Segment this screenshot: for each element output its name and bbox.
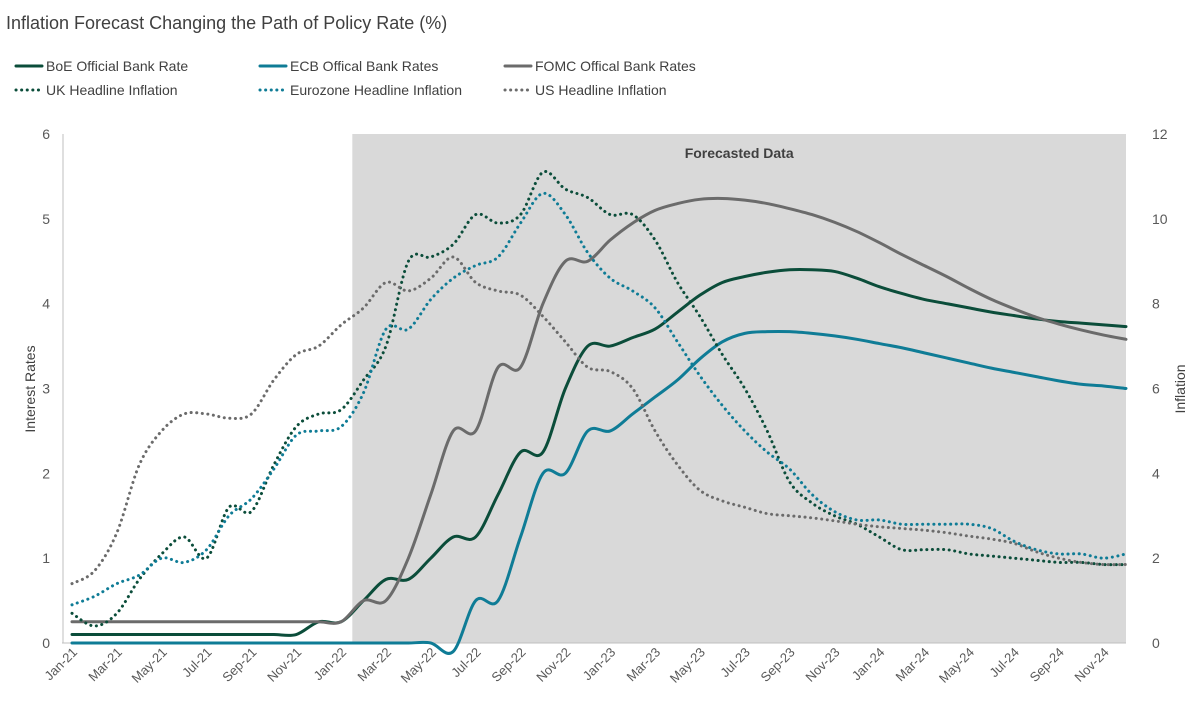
y-left-tick-label: 0 [42,635,50,651]
x-tick-label: Mar-21 [85,645,125,685]
x-tick-label: Jul-24 [986,645,1022,681]
legend-label: UK Headline Inflation [46,82,178,98]
y-axis-left-ticks: 0 1 2 3 4 5 6 [42,126,50,651]
series-line-boe-official-bank-rate [70,267,1128,637]
x-tick-label: Sep-21 [219,645,259,685]
y-right-tick-label: 6 [1152,381,1160,397]
series-line-eurozone-headline-inflation [70,191,1128,607]
series-line-ecb-offical-bank-rates [70,329,1128,655]
x-axis-ticks: Jan-21 Mar-21 May-21 Jul-21 Sep-21 Nov-21 Jan-… [41,645,1111,686]
x-tick-label: Jan-24 [849,645,888,684]
y-right-tick-label: 10 [1152,211,1168,227]
legend-label: FOMC Offical Bank Rates [535,58,696,74]
y-right-tick-label: 0 [1152,635,1160,651]
y-left-tick-label: 1 [42,550,50,566]
x-tick-label: Jan-22 [311,645,350,684]
forecast-label: Forecasted Data [685,145,794,161]
series-line-us-headline-inflation [70,255,1128,586]
y-axis-right-ticks: 0 2 4 6 8 10 12 [1152,126,1168,651]
x-tick-label: Mar-23 [623,645,663,685]
y-right-tick-label: 2 [1152,550,1160,566]
legend-label: BoE Official Bank Rate [46,58,188,74]
x-tick-label: Mar-22 [354,645,394,685]
x-tick-label: Mar-24 [893,645,933,685]
x-tick-label: May-21 [129,645,170,686]
series-line-fomc-offical-bank-rates [70,196,1128,625]
x-tick-label: Nov-22 [533,645,573,685]
x-tick-label: Sep-23 [757,645,797,685]
chart-title: Inflation Forecast Changing the Path of … [6,13,447,33]
x-tick-label: May-22 [398,645,439,686]
x-tick-label: Sep-22 [488,645,528,685]
y-right-tick-label: 12 [1152,126,1168,142]
y-right-tick-label: 8 [1152,296,1160,312]
y-left-tick-label: 4 [42,296,50,312]
x-tick-label: Sep-24 [1027,645,1067,685]
x-tick-label: Nov-23 [802,645,842,685]
x-tick-label: May-24 [936,645,977,686]
y-left-tick-label: 3 [42,381,50,397]
legend: BoE Official Bank Rate ECB Offical Bank R… [14,58,696,98]
legend-label: Eurozone Headline Inflation [290,82,462,98]
x-tick-label: Nov-21 [264,645,304,685]
y-left-tick-label: 6 [42,126,50,142]
x-tick-label: Nov-24 [1071,645,1111,685]
legend-label: ECB Offical Bank Rates [290,58,438,74]
y-left-tick-label: 5 [42,211,50,227]
y-right-tick-label: 4 [1152,465,1160,481]
y-axis-right-label: Inflation [1172,364,1188,413]
x-tick-label: Jul-21 [179,645,215,681]
x-tick-label: Jan-23 [580,645,619,684]
y-axis-left-label: Interest Rates [22,345,38,432]
x-tick-label: Jul-23 [717,645,753,681]
forecast-region [352,134,1126,643]
legend-label: US Headline Inflation [535,82,667,98]
y-left-tick-label: 2 [42,465,50,481]
series-line-uk-headline-inflation [70,170,1128,628]
series-group [70,170,1128,655]
x-tick-label: May-23 [667,645,708,686]
